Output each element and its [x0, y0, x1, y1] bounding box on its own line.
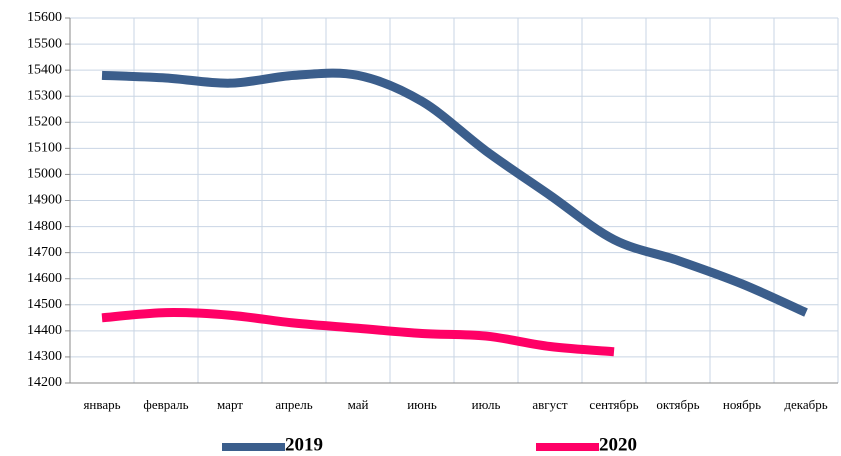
y-tick-label: 14500	[27, 297, 62, 312]
y-tick-label: 14300	[27, 349, 62, 364]
x-tick-label: май	[348, 397, 369, 412]
y-tick-label: 15600	[27, 10, 62, 25]
series-line	[101, 68, 808, 317]
y-tick-label: 14200	[27, 375, 62, 390]
y-tick-label: 14400	[27, 323, 62, 338]
x-tick-label: ноябрь	[723, 397, 761, 412]
y-tick-label: 14700	[27, 245, 62, 260]
y-tick-label: 15000	[27, 167, 62, 182]
series-line	[101, 308, 615, 357]
y-tick-label: 15100	[27, 141, 62, 156]
y-tick-label: 15300	[27, 88, 62, 103]
x-tick-label: апрель	[275, 397, 312, 412]
y-tick-label: 14800	[27, 219, 62, 234]
x-tick-label: октябрь	[656, 397, 699, 412]
x-tick-label: январь	[83, 397, 120, 412]
x-tick-label: февраль	[143, 397, 188, 412]
y-tick-label: 14600	[27, 271, 62, 286]
x-tick-label: июль	[472, 397, 501, 412]
x-tick-label: сентябрь	[589, 397, 638, 412]
y-tick-label: 15400	[27, 62, 62, 77]
x-tick-label: март	[217, 397, 243, 412]
legend-label: 2019	[285, 434, 323, 455]
legend-label: 2020	[599, 434, 637, 455]
y-tick-label: 15200	[27, 115, 62, 130]
x-tick-label: декабрь	[784, 397, 827, 412]
x-tick-label: август	[532, 397, 568, 412]
y-tick-label: 15500	[27, 36, 62, 51]
y-tick-label: 14900	[27, 193, 62, 208]
x-tick-label: июнь	[407, 397, 437, 412]
